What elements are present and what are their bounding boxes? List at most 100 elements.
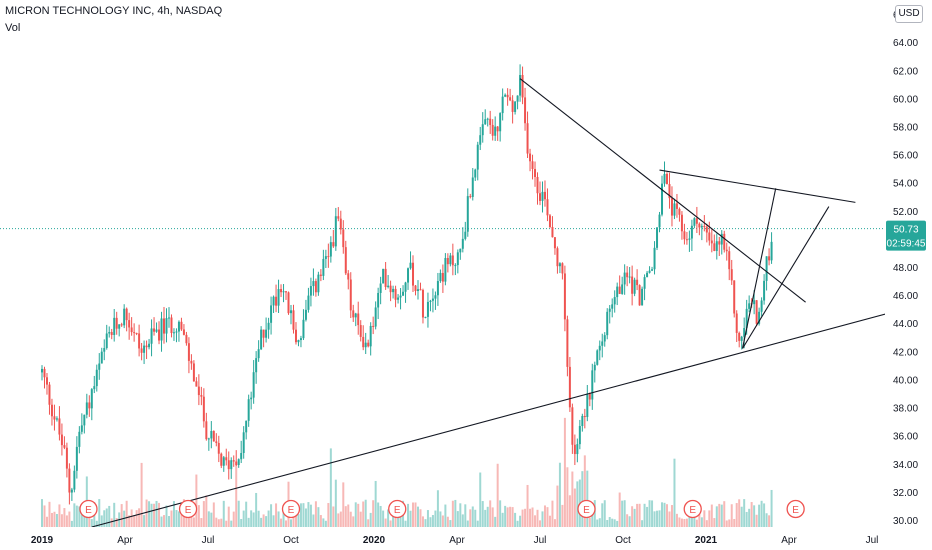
candle-body [434,295,437,299]
candle-body [275,296,278,306]
volume-bar [529,508,532,527]
price-badge-countdown: 02:59:45 [887,239,926,250]
candle-body [431,298,434,301]
candle-body [138,333,141,349]
volume-bar [680,518,683,527]
candle-body [616,286,619,298]
candle-body [63,445,66,448]
candle-body [272,296,275,306]
candle-body [309,286,312,296]
candle-body [379,283,382,293]
candle-body [195,381,198,387]
candle-body [481,124,484,136]
candle-body [322,258,325,276]
volume-bar [698,505,701,527]
candle-body [230,460,233,470]
volume-bar [646,506,649,527]
candle-body [738,332,741,341]
candle-body [93,386,96,390]
candle-body [421,289,424,318]
volume-bar [267,510,270,527]
volume-bar [175,510,178,527]
volume-bar [501,512,504,527]
candle-body [601,341,604,346]
earnings-marker-label: E [85,505,92,516]
candle-body [743,327,746,337]
candle-body [416,289,419,292]
volume-bar [319,515,322,527]
volume-bar [113,502,116,527]
volume-bar [242,510,245,527]
price-tick-label: 52.00 [893,207,918,218]
candle-body [235,461,238,466]
price-axis[interactable]: 30.00 32.00 34.00 36.00 38.00 40.00 42.00 44.00… [885,0,932,550]
candle-body [459,248,462,253]
volume-bar [389,520,392,527]
volume-indicator-label[interactable]: Vol [5,22,21,34]
volume-bar [235,465,238,527]
volume-bar [636,503,639,527]
candle-body [636,279,639,286]
volume-bar [342,482,345,527]
volume-bar [735,503,738,527]
candle-body [354,313,357,318]
earnings-marker: E [577,499,596,519]
volume-bar [344,506,347,527]
candle-body [367,342,370,347]
candle-body [205,421,208,440]
volume-bar [471,506,474,527]
volume-bar [469,509,472,527]
candle-body [444,258,447,282]
candle-body [402,291,405,296]
volume-bar [643,503,646,527]
candle-body [53,416,56,420]
candle-body [529,153,532,162]
volume-bar [474,509,477,527]
candle-body [100,351,103,364]
volume-bar [195,474,198,527]
volume-bar [150,503,153,527]
candle-body [105,333,108,349]
candle-body [454,265,457,267]
currency-button[interactable]: USD [895,5,923,23]
volume-bar [290,519,292,527]
volume-bar [120,504,123,527]
candle-body [108,332,111,334]
volume-bar [98,499,101,527]
volume-bar [227,506,230,527]
volume-bar [479,472,482,527]
volume-bar [143,515,146,527]
volume-bar [511,507,514,527]
candle-body [715,241,718,251]
earnings-marker-circle [577,499,596,519]
candle-body [708,232,711,241]
volume-bar [207,511,210,527]
candle-body [143,345,146,353]
price-tick-label: 56.00 [893,151,918,162]
candle-body [369,325,372,347]
symbol-title[interactable]: MICRON TECHNOLOGY INC, 4h, NASDAQ [5,5,223,17]
volume-bar [424,519,427,527]
volume-bar [337,513,340,527]
volume-bar [419,509,422,527]
candle-body [765,256,768,281]
candle-body [302,319,305,339]
candle-body [304,309,307,320]
candle-body [429,300,432,302]
volume-bar [656,510,659,527]
candle-body [349,279,352,311]
candle-body [621,284,624,294]
candle-body [163,318,166,334]
volume-bar [167,516,170,527]
volume-bar [720,504,723,527]
volume-bar [551,500,554,527]
volume-bar [103,510,106,527]
volume-bar [322,518,325,527]
trendline-drawings[interactable] [91,78,932,528]
volume-bar [454,499,457,527]
time-axis[interactable]: 2019 Apr Jul Oct 2020 Apr Jul Oct 2021 Apr Jul [0,527,932,550]
volume-bar [327,503,330,527]
volume-bar [65,515,68,527]
